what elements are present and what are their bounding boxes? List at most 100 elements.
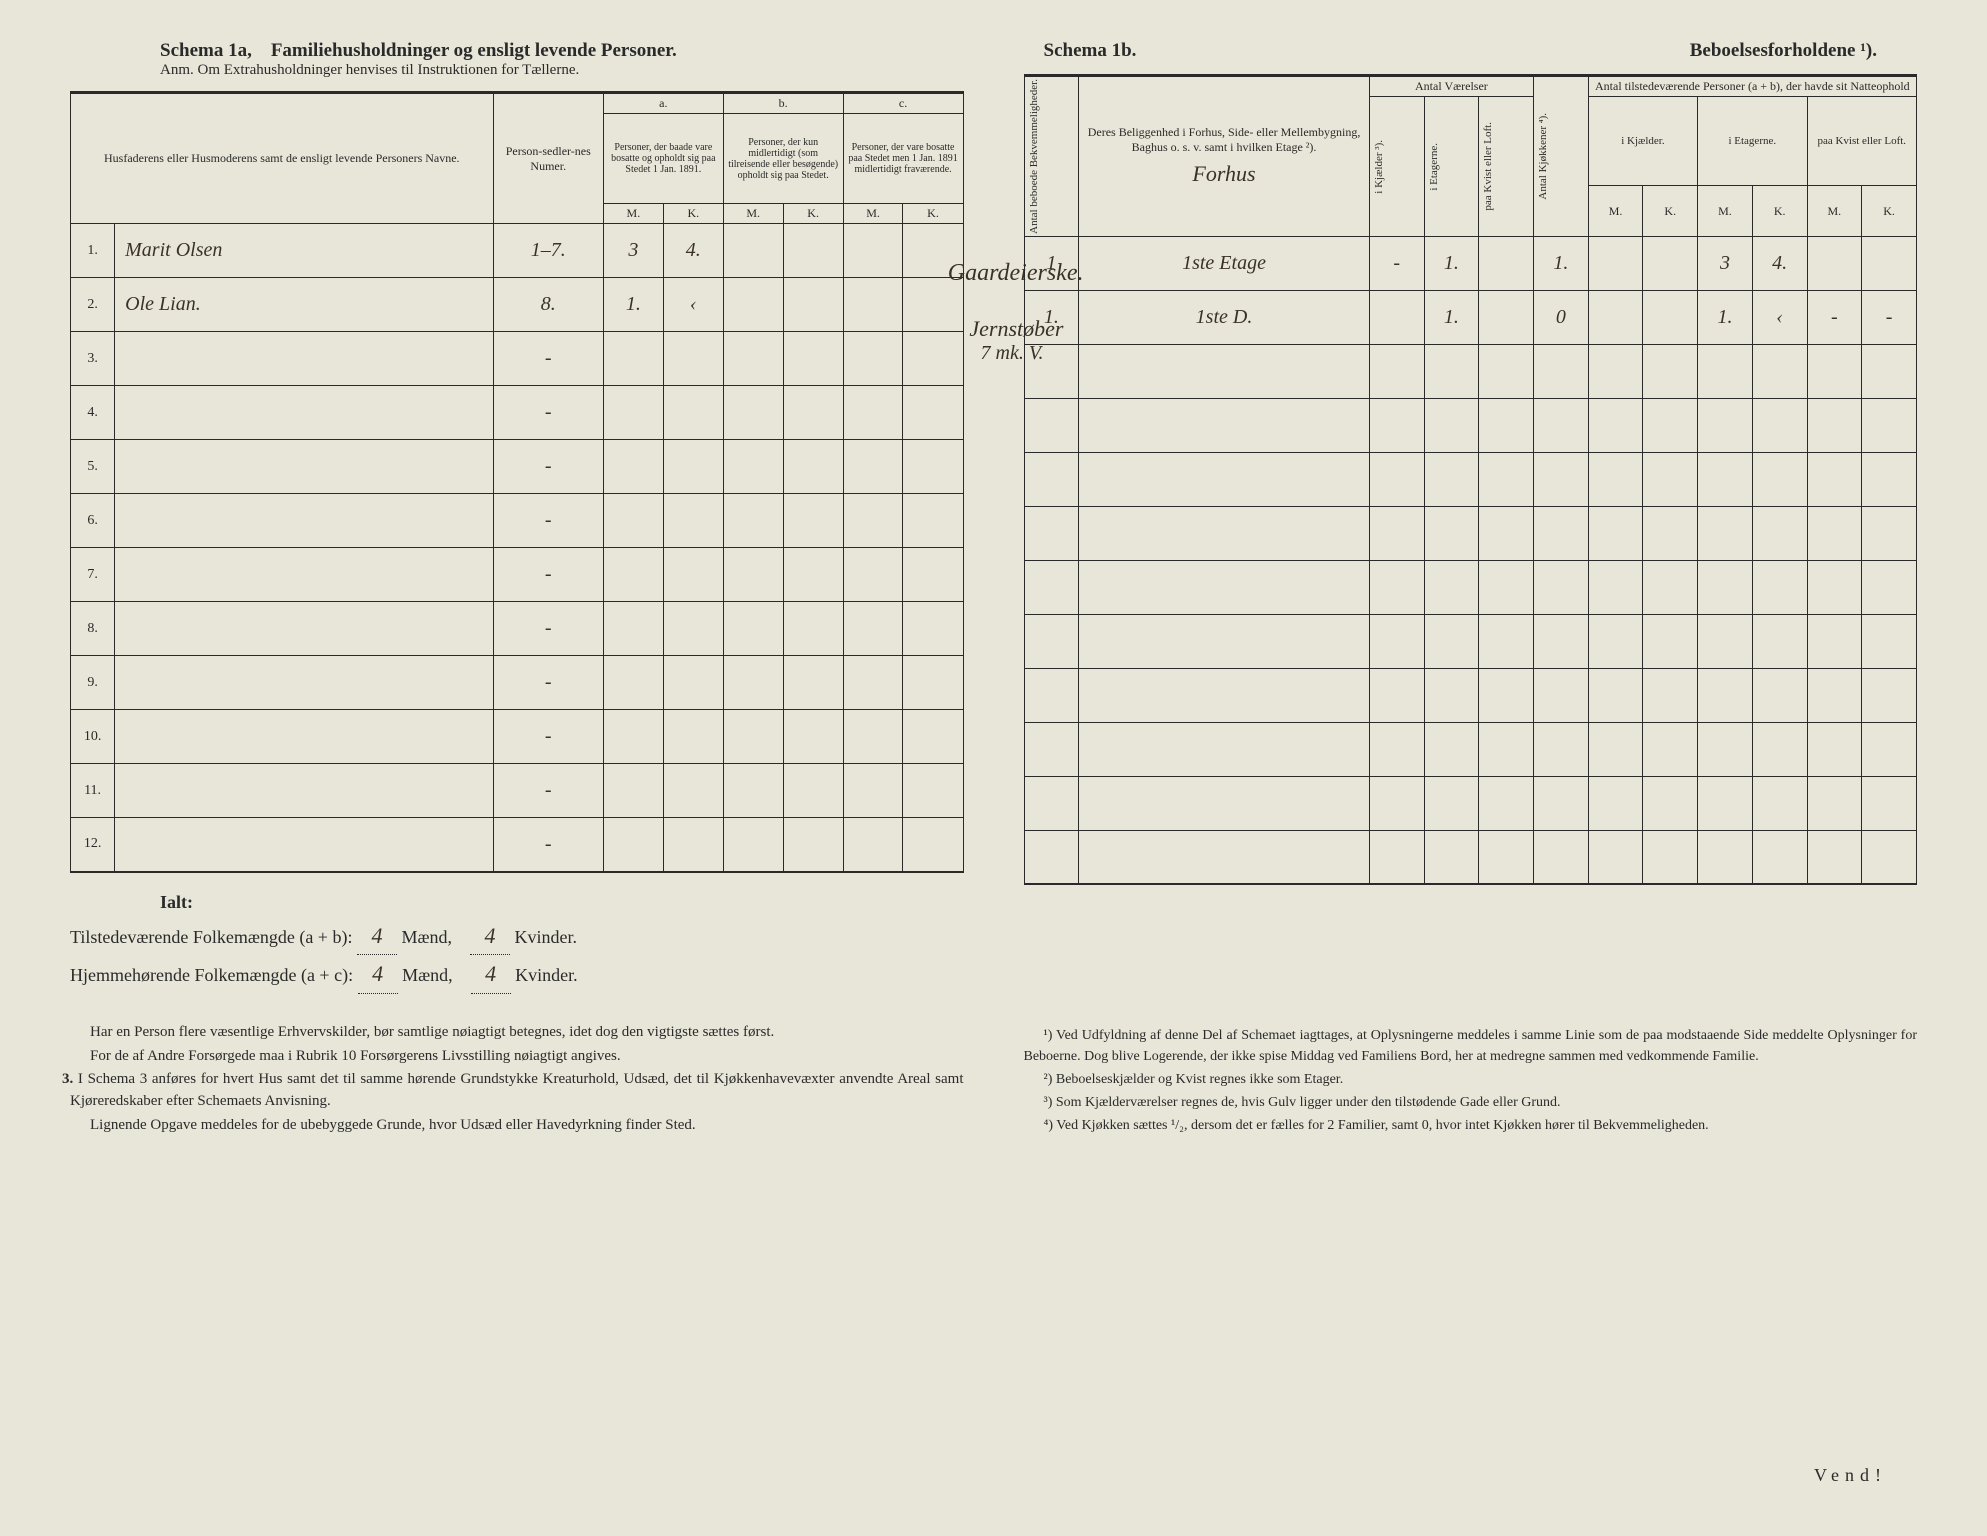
row-bK xyxy=(783,548,843,602)
row-kv xyxy=(1479,344,1534,398)
kvinder-label: Kvinder. xyxy=(514,927,577,947)
row-kjK xyxy=(1643,668,1698,722)
maend-label: Mænd, xyxy=(401,927,452,947)
row-etK xyxy=(1752,452,1807,506)
row-kvK xyxy=(1862,398,1917,452)
row-etK xyxy=(1752,722,1807,776)
row-aM: 3 xyxy=(603,224,663,278)
row-kvK xyxy=(1862,722,1917,776)
row-kj xyxy=(1369,452,1424,506)
row-bK xyxy=(783,278,843,332)
row-et xyxy=(1424,452,1479,506)
row-kvM xyxy=(1807,344,1862,398)
row-cK xyxy=(903,332,963,386)
row-etM: 3 xyxy=(1698,236,1753,290)
row-loc xyxy=(1079,452,1370,506)
row-kit: 0 xyxy=(1533,290,1588,344)
row-num: 2. xyxy=(71,278,115,332)
hdr-b-text: Personer, der kun midlertidigt (som tilr… xyxy=(723,114,843,204)
hdr-c-label: c. xyxy=(843,93,963,114)
hdr-cK: K. xyxy=(903,204,963,224)
row-name xyxy=(115,440,493,494)
table-row: 9.- xyxy=(71,656,964,710)
hdr-persons-group: Antal tilstedeværende Personer (a + b), … xyxy=(1588,76,1916,97)
row-cK xyxy=(903,386,963,440)
row-kv xyxy=(1479,398,1534,452)
row-loc: 1ste Etage xyxy=(1079,236,1370,290)
row-aK xyxy=(663,602,723,656)
row-cK xyxy=(903,494,963,548)
row-kjK xyxy=(1643,344,1698,398)
row-cM xyxy=(843,278,903,332)
row-aM xyxy=(603,386,663,440)
row-kjK xyxy=(1643,560,1698,614)
row-et xyxy=(1424,830,1479,884)
left-page: Schema 1a, Familiehusholdninger og ensli… xyxy=(70,40,964,1496)
row-cM xyxy=(843,386,903,440)
row-bek: 1 xyxy=(1024,236,1079,290)
row-bM xyxy=(723,710,783,764)
row-aM xyxy=(603,764,663,818)
row-kjK xyxy=(1643,290,1698,344)
hdr-kvK: K. xyxy=(1862,186,1917,237)
row-kv xyxy=(1479,668,1534,722)
row-kjK xyxy=(1643,236,1698,290)
table-row: 5.- xyxy=(71,440,964,494)
schema-1b-label: Schema 1b. xyxy=(1044,40,1137,62)
row-bek xyxy=(1024,452,1079,506)
table-row xyxy=(1024,614,1917,668)
row-bM xyxy=(723,602,783,656)
row-kvK xyxy=(1862,776,1917,830)
row-kvM xyxy=(1807,398,1862,452)
row-kj xyxy=(1369,560,1424,614)
row-kj xyxy=(1369,722,1424,776)
row-etM xyxy=(1698,398,1753,452)
schema-1a-note: Anm. Om Extrahusholdninger henvises til … xyxy=(70,62,964,79)
row-bek xyxy=(1024,398,1079,452)
row-bek: 1. xyxy=(1024,290,1079,344)
row-kjM xyxy=(1588,506,1643,560)
hdr-cM: M. xyxy=(843,204,903,224)
left-notes: Har en Person flere væsentlige Erhvervsk… xyxy=(70,1022,964,1137)
row-loc: 1ste D. xyxy=(1079,290,1370,344)
row-kjM xyxy=(1588,722,1643,776)
row-name xyxy=(115,818,493,872)
row-pers: - xyxy=(493,656,603,710)
hdr-etK: K. xyxy=(1752,186,1807,237)
row-cM xyxy=(843,224,903,278)
row-name xyxy=(115,710,493,764)
row-etK xyxy=(1752,668,1807,722)
row-bM xyxy=(723,332,783,386)
row-kv xyxy=(1479,506,1534,560)
row-name xyxy=(115,494,493,548)
row-kj xyxy=(1369,776,1424,830)
row-kv xyxy=(1479,236,1534,290)
row-kvM xyxy=(1807,560,1862,614)
row-aM xyxy=(603,818,663,872)
census-form-spread: Schema 1a, Familiehusholdninger og ensli… xyxy=(70,40,1917,1496)
schema-1b-heading: Schema 1b. Beboelsesforholdene ¹). xyxy=(1024,40,1918,62)
row-cK xyxy=(903,602,963,656)
row-cK xyxy=(903,548,963,602)
row-loc xyxy=(1079,560,1370,614)
row-loc xyxy=(1079,830,1370,884)
hdr-aM: M. xyxy=(603,204,663,224)
schema-1b-title: Beboelsesforholdene ¹). xyxy=(1690,40,1877,62)
ialt-label: Ialt: xyxy=(70,887,964,918)
table-1b-body: 11ste Etage-1.1.34.1.1ste D.1.01.‹-- xyxy=(1024,236,1917,884)
row-kit xyxy=(1533,722,1588,776)
row-kit xyxy=(1533,452,1588,506)
row-kit xyxy=(1533,776,1588,830)
table-row xyxy=(1024,452,1917,506)
row-aM xyxy=(603,602,663,656)
row-name xyxy=(115,656,493,710)
row-bek xyxy=(1024,506,1079,560)
row-kvM xyxy=(1807,236,1862,290)
row-bK xyxy=(783,818,843,872)
row-etM: 1. xyxy=(1698,290,1753,344)
row-kj: - xyxy=(1369,236,1424,290)
right-footnotes: ¹) Ved Udfyldning af denne Del af Schema… xyxy=(1024,1025,1918,1136)
hdr-rooms-kv: paa Kvist eller Loft. xyxy=(1482,122,1494,211)
row-cM xyxy=(843,656,903,710)
table-row: 3.- xyxy=(71,332,964,386)
